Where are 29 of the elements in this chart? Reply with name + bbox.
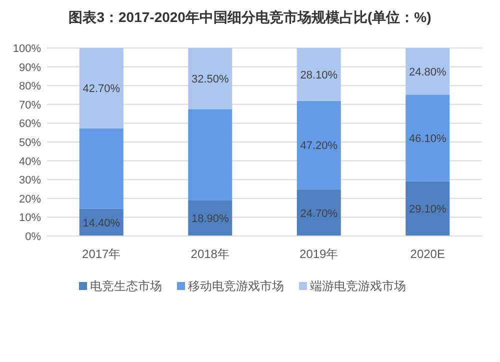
y-tick-label: 60% bbox=[18, 118, 42, 130]
data-label: 47.20% bbox=[300, 140, 338, 152]
legend-label: 移动电竞游戏市场 bbox=[188, 279, 284, 293]
y-tick-label: 90% bbox=[18, 62, 42, 74]
legend-label: 端游电竞游戏市场 bbox=[310, 279, 406, 293]
x-tick-label: 2020E bbox=[410, 247, 445, 261]
y-tick-label: 50% bbox=[18, 137, 42, 149]
y-tick-label: 40% bbox=[18, 156, 42, 168]
y-tick-label: 30% bbox=[18, 174, 42, 187]
data-label: 46.10% bbox=[408, 132, 446, 145]
data-label: 42.70% bbox=[82, 83, 120, 96]
y-tick-label: 0% bbox=[25, 231, 42, 243]
y-tick-label: 70% bbox=[18, 99, 42, 112]
y-tick-label: 10% bbox=[18, 212, 42, 224]
data-label: 24.80% bbox=[408, 66, 446, 78]
data-label: 29.10% bbox=[408, 204, 446, 216]
data-label: 18.90% bbox=[191, 213, 229, 226]
data-label: 24.70% bbox=[300, 208, 338, 220]
x-tick-label: 2018年 bbox=[190, 247, 230, 261]
data-label: 28.10% bbox=[300, 69, 338, 82]
chart-title: 图表3：2017-2020年中国细分电竞市场规模占比(单位：%) bbox=[68, 9, 432, 25]
x-tick-label: 2019年 bbox=[300, 247, 338, 261]
data-label: 32.50% bbox=[191, 74, 229, 86]
legend-label: 电竞生态市场 bbox=[90, 279, 162, 293]
data-label: 14.40% bbox=[82, 217, 120, 230]
x-tick-label: 2017年 bbox=[82, 247, 121, 261]
y-tick-label: 80% bbox=[18, 80, 42, 93]
y-tick-label: 100% bbox=[12, 43, 42, 55]
y-tick-label: 20% bbox=[18, 193, 42, 206]
